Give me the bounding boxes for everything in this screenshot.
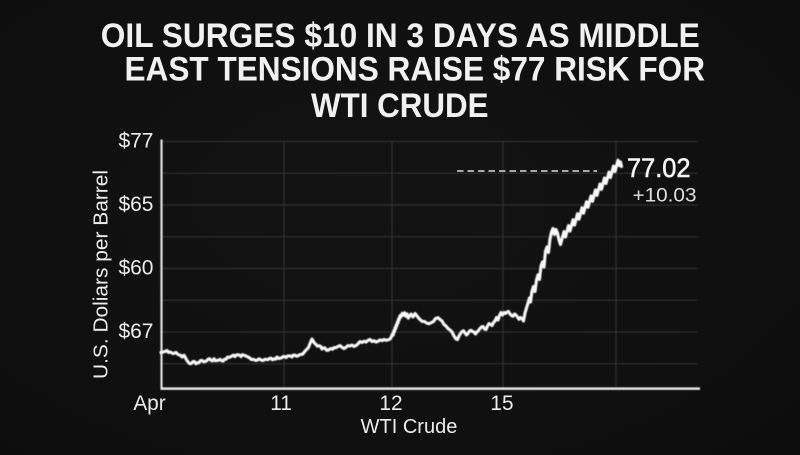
svg-text:12: 12: [379, 392, 402, 415]
svg-text:$65: $65: [118, 193, 153, 216]
svg-text:15: 15: [490, 392, 513, 415]
svg-text:WTI CRUDE: WTI CRUDE: [311, 87, 489, 125]
svg-text:$60: $60: [118, 257, 153, 280]
svg-text:Apr: Apr: [133, 392, 165, 415]
svg-text:U.S. Doliars per Barrel: U.S. Doliars per Barrel: [90, 170, 113, 379]
svg-text:EAST TENSIONS RAISE $77 RISK F: EAST TENSIONS RAISE $77 RISK FOR: [125, 50, 706, 88]
svg-text:OIL SURGES $10 IN 3 DAYS AS MI: OIL SURGES $10 IN 3 DAYS AS MIDDLE: [101, 17, 700, 55]
svg-text:77.02: 77.02: [627, 153, 691, 183]
svg-text:+10.03: +10.03: [633, 186, 697, 207]
svg-text:$77: $77: [118, 130, 153, 153]
svg-text:WTI Crude: WTI Crude: [361, 416, 458, 438]
svg-text:11: 11: [270, 392, 292, 415]
svg-text:$67: $67: [118, 320, 153, 343]
